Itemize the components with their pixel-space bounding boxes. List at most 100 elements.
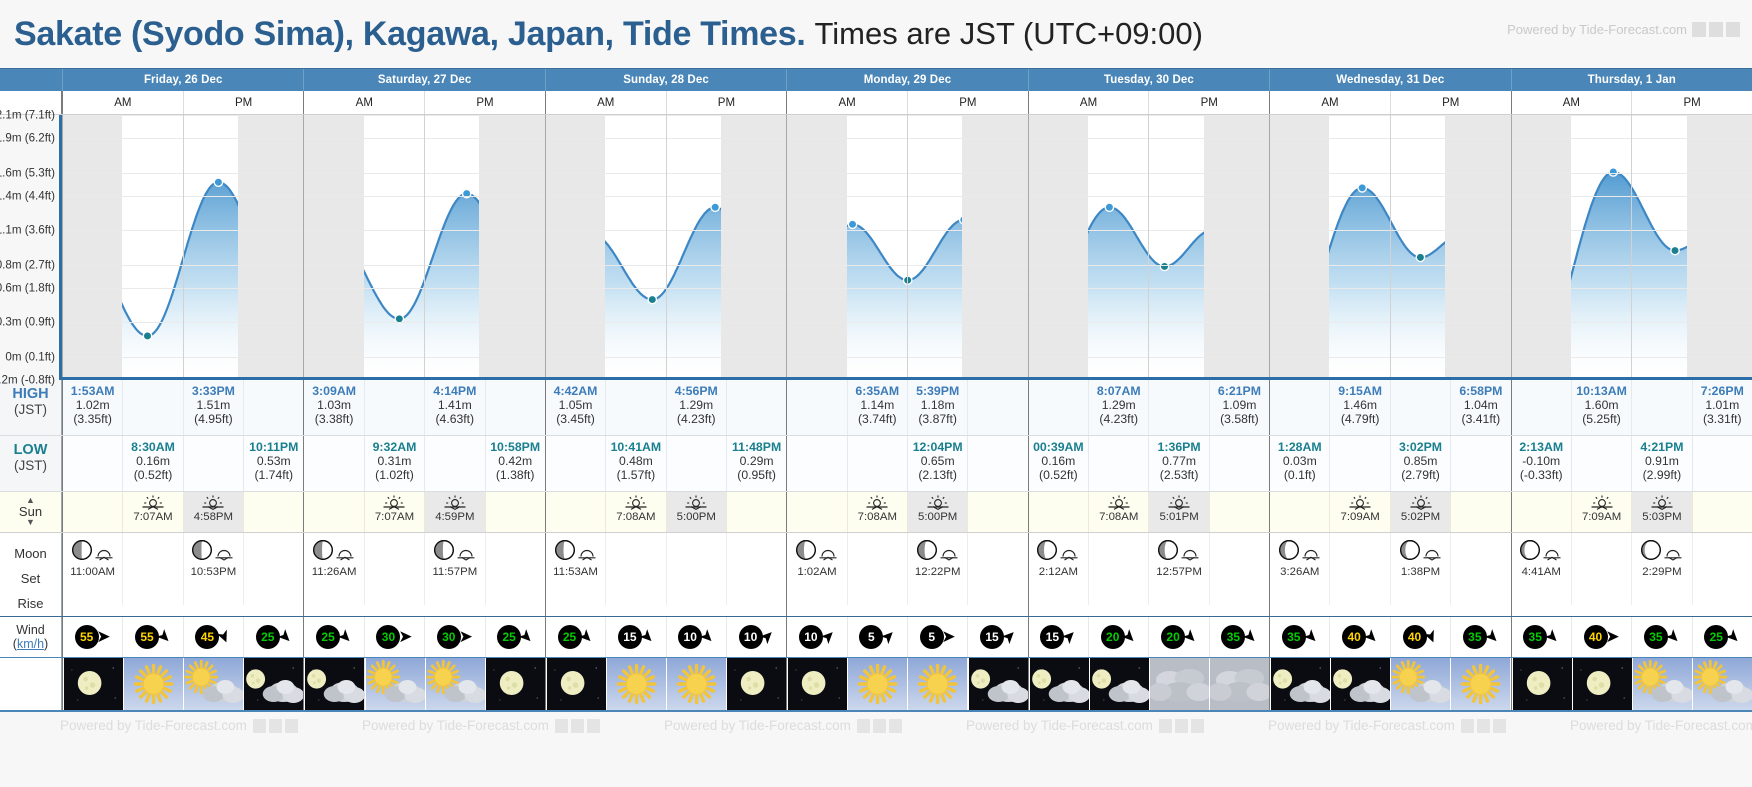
sunset-time: 4:58PM: [193, 511, 234, 523]
share-badge-icon: [1692, 22, 1706, 37]
night-shading-band: [303, 115, 364, 377]
wind-cell[interactable]: 25 ➤: [1691, 617, 1752, 657]
wind-cell[interactable]: 30 ➤: [363, 617, 424, 657]
sun-day-4: 7:08AM 5:01PM: [1027, 492, 1269, 532]
sunset-time: 5:01PM: [1159, 511, 1199, 523]
wind-cell[interactable]: 5 ➤: [906, 617, 967, 657]
sunset-arrow-icon: ▼: [26, 517, 35, 527]
weather-cell: [123, 658, 184, 710]
wind-speed-value: 15: [980, 625, 1005, 649]
tide-extremum-dot[interactable]: [710, 202, 721, 213]
day-header-2[interactable]: Sunday, 28 Dec: [544, 69, 786, 91]
tide-extremum-dot[interactable]: [647, 294, 658, 305]
tide-extremum-dot[interactable]: [1104, 202, 1115, 213]
moon-label: Moon Set Rise: [0, 533, 62, 616]
high-cell-empty: [787, 380, 846, 435]
low-time: 11:48PM: [731, 440, 782, 454]
wind-cell[interactable]: 40 ➤: [1329, 617, 1389, 657]
wind-cell[interactable]: 55 ➤: [63, 617, 122, 657]
wind-cell[interactable]: 40 ➤: [1570, 617, 1631, 657]
wind-cell[interactable]: 10 ➤: [665, 617, 726, 657]
tide-extremum-dot[interactable]: [1159, 261, 1170, 272]
tide-extremum-dot[interactable]: [1357, 183, 1368, 193]
wind-cell[interactable]: 15 ➤: [1029, 617, 1088, 657]
wind-cell[interactable]: 45 ➤: [182, 617, 243, 657]
wind-cell[interactable]: 25 ➤: [243, 617, 303, 657]
low-feet: (0.1ft): [1283, 468, 1316, 482]
high-cell: 4:42AM 1.05m (3.45ft): [546, 380, 605, 435]
low-meters: 0.03m: [1282, 454, 1317, 468]
moon-cell: 2:12AM: [1029, 533, 1088, 605]
low-title: LOW: [13, 442, 48, 458]
wind-cell[interactable]: 25 ➤: [546, 617, 605, 657]
weather-day-0: [62, 658, 304, 710]
moon-day-2: 11:53AM: [544, 533, 786, 616]
wind-cell[interactable]: 25 ➤: [304, 617, 363, 657]
wind-cell[interactable]: 35 ➤: [1208, 617, 1269, 657]
tide-extremum-dot[interactable]: [213, 177, 224, 188]
high-cell: 4:56PM 1.29m (4.23ft): [665, 380, 726, 435]
high-time: 6:58PM: [1459, 384, 1503, 398]
wind-cell[interactable]: 5 ➤: [846, 617, 907, 657]
wind-speed-value: 20: [1161, 625, 1186, 649]
ampm-am-4: AM: [1079, 97, 1098, 109]
weather-day-1: [303, 658, 545, 710]
sunset-icon: [927, 495, 949, 510]
day-header-5[interactable]: Wednesday, 31 Dec: [1269, 69, 1510, 91]
high-tide-row: HIGH (JST) 1:53AM 1.02m (3.35ft) 3:33PM 1.5…: [0, 380, 1752, 436]
tide-extremum-dot[interactable]: [1415, 252, 1426, 263]
wind-cell[interactable]: 35 ➤: [1450, 617, 1510, 657]
sunset-cell: 5:00PM: [665, 492, 726, 532]
wind-cell[interactable]: 35 ➤: [1270, 617, 1329, 657]
sunrise-time: 7:09AM: [1581, 511, 1622, 523]
wind-cell[interactable]: 15 ➤: [967, 617, 1027, 657]
sunrise-time: 7:07AM: [374, 511, 415, 523]
ampm-am-0: AM: [114, 97, 132, 109]
wind-row: Wind (km/h) 55 ➤ 55 ➤ 45 ➤ 25 ➤ 25 ➤ 30 ➤ 30 ➤ 25 ➤ 25 ➤ 1…: [0, 617, 1752, 658]
wind-cell[interactable]: 35 ➤: [1631, 617, 1691, 657]
weather-cell: [1148, 658, 1210, 710]
moon-day-6: 4:41AM 2:29PM: [1510, 533, 1752, 616]
wind-label: Wind (km/h): [0, 617, 62, 657]
wind-cell[interactable]: 25 ➤: [484, 617, 545, 657]
day-header-3[interactable]: Monday, 29 Dec: [786, 69, 1027, 91]
ampm-am-1: AM: [355, 97, 373, 109]
tide-extremum-dot[interactable]: [1608, 167, 1619, 177]
gridline-noon: [665, 115, 667, 377]
high-cell-empty: [1631, 380, 1691, 435]
low-cell: 12:04PM 0.65m (2.13ft): [906, 436, 967, 491]
tide-extremum-dot[interactable]: [142, 331, 153, 341]
tide-extremum-dot[interactable]: [847, 219, 858, 230]
day-header-0[interactable]: Friday, 26 Dec: [62, 69, 303, 91]
day-header-4[interactable]: Tuesday, 30 Dec: [1027, 69, 1269, 91]
tide-extremum-dot[interactable]: [1670, 245, 1680, 256]
low-cell-empty: [665, 436, 726, 491]
wind-cell[interactable]: 35 ➤: [1512, 617, 1571, 657]
wind-badge: 55 ➤: [74, 624, 111, 650]
moonset-time: 1:02AM: [797, 566, 837, 578]
weather-icon-cloudy: [1149, 658, 1210, 710]
sun-cell-empty: [725, 492, 786, 532]
wind-cell[interactable]: 20 ➤: [1088, 617, 1148, 657]
wind-cell[interactable]: 10 ➤: [787, 617, 846, 657]
wind-cell[interactable]: 20 ➤: [1148, 617, 1208, 657]
share-badge-icon: [252, 718, 266, 733]
info-badge-icon: [888, 718, 902, 733]
wind-badge: 20 ➤: [1161, 624, 1202, 650]
moonset-icon: [1543, 549, 1561, 561]
sun-cell-empty: [1512, 492, 1571, 532]
tide-plot-area[interactable]: [62, 115, 1752, 380]
day-header-6[interactable]: Thursday, 1 Jan: [1510, 69, 1752, 91]
wind-cell[interactable]: 30 ➤: [424, 617, 484, 657]
weather-icon-night-cloud: [968, 658, 1028, 710]
wind-cell[interactable]: 40 ➤: [1389, 617, 1450, 657]
wind-cell[interactable]: 55 ➤: [122, 617, 182, 657]
day-header-1[interactable]: Saturday, 27 Dec: [303, 69, 544, 91]
wind-cell[interactable]: 10 ➤: [725, 617, 786, 657]
powered-by-footer-4: Powered by Tide-Forecast.com: [966, 718, 1204, 733]
sunrise-cell: 7:09AM: [1329, 492, 1389, 532]
low-feet: (1.38ft): [495, 468, 535, 482]
wind-cell[interactable]: 15 ➤: [605, 617, 665, 657]
wind-unit-link[interactable]: km/h: [16, 637, 45, 651]
sun-cell-empty: [304, 492, 363, 532]
